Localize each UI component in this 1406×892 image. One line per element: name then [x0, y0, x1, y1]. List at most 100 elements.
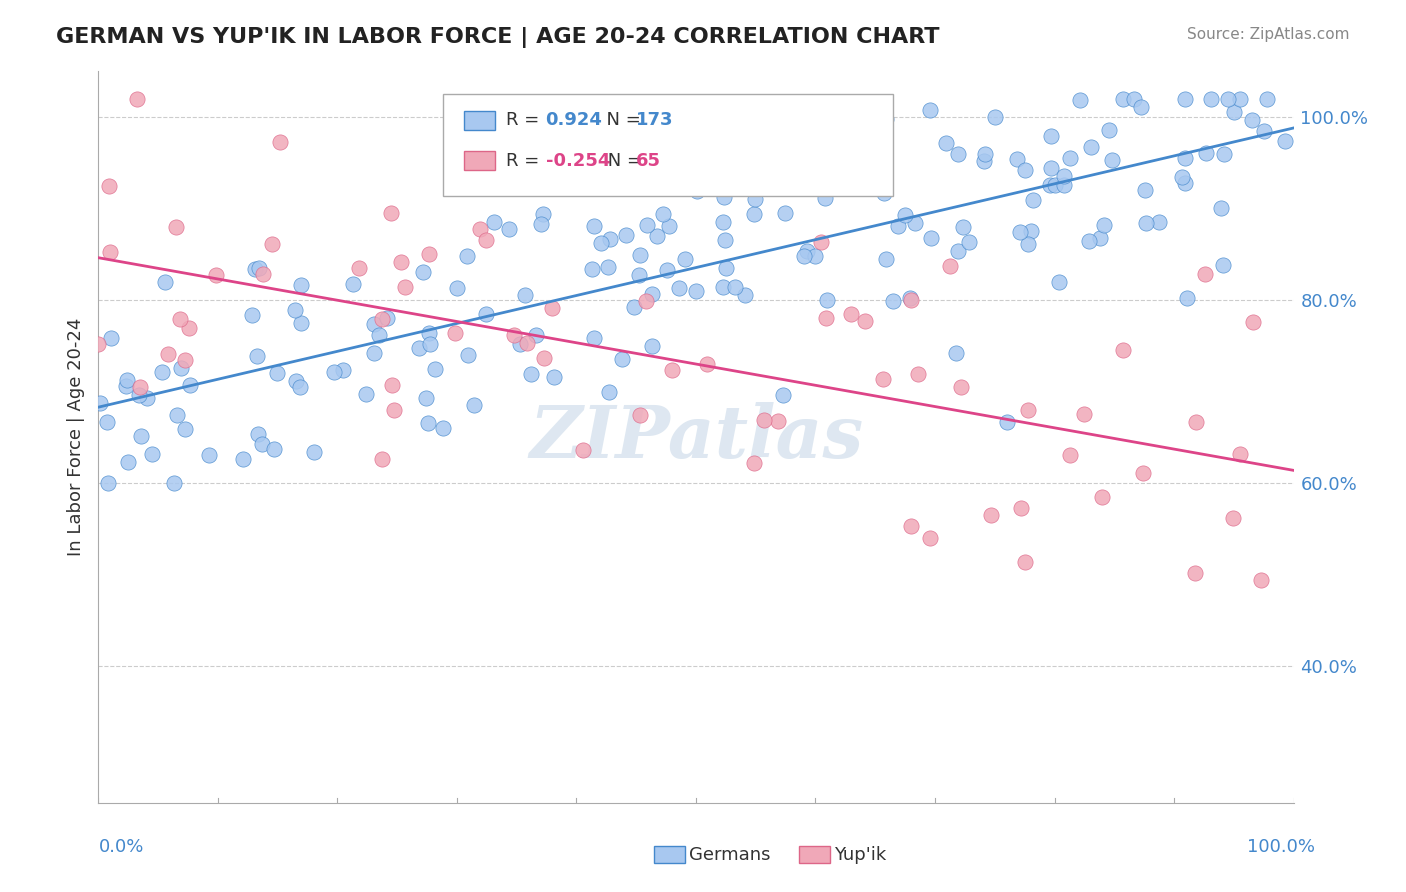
Point	[742, 207, 765, 221]
Point	[243, 261, 266, 276]
Point	[614, 228, 637, 243]
Point	[100, 331, 122, 345]
Point	[651, 207, 673, 221]
Point	[903, 216, 925, 230]
Point	[875, 252, 897, 266]
Point	[170, 360, 193, 375]
Point	[1253, 124, 1275, 138]
Point	[1039, 129, 1062, 144]
Point	[408, 341, 430, 355]
Point	[1039, 161, 1062, 175]
Point	[115, 379, 138, 393]
Point	[524, 328, 547, 343]
Point	[382, 402, 405, 417]
Point	[354, 387, 377, 401]
Text: 0.0%: 0.0%	[98, 838, 143, 855]
Point	[1175, 291, 1198, 305]
Point	[1101, 153, 1123, 167]
Point	[696, 357, 718, 371]
Point	[290, 316, 312, 330]
Point	[1133, 183, 1156, 197]
Point	[1014, 163, 1036, 178]
Point	[533, 351, 555, 366]
Point	[444, 326, 467, 340]
Text: 100.0%: 100.0%	[1247, 838, 1315, 855]
Point	[157, 347, 180, 361]
Point	[247, 260, 270, 275]
Point	[129, 429, 152, 443]
Point	[734, 288, 756, 302]
Text: Germans: Germans	[689, 846, 770, 863]
Point	[599, 232, 621, 246]
Point	[177, 321, 200, 335]
Point	[592, 128, 614, 143]
Point	[1229, 92, 1251, 106]
Point	[950, 380, 973, 394]
Point	[686, 184, 709, 198]
Point	[1174, 151, 1197, 165]
Point	[673, 252, 696, 267]
Point	[647, 228, 669, 243]
Point	[463, 398, 485, 412]
Point	[814, 191, 837, 205]
Point	[498, 222, 520, 236]
Point	[768, 414, 790, 428]
Point	[1222, 510, 1244, 524]
Y-axis label: In Labor Force | Age 20-24: In Labor Force | Age 20-24	[66, 318, 84, 557]
Point	[456, 249, 478, 263]
Point	[1022, 193, 1045, 207]
Point	[668, 281, 690, 295]
Point	[129, 380, 152, 394]
Point	[418, 416, 440, 430]
Point	[174, 353, 197, 368]
Point	[1091, 490, 1114, 504]
Point	[252, 267, 274, 281]
Point	[136, 391, 159, 405]
Point	[1017, 237, 1039, 252]
Point	[533, 206, 555, 220]
Point	[875, 112, 897, 127]
Point	[371, 451, 394, 466]
Point	[173, 422, 195, 436]
Point	[1132, 466, 1154, 480]
Point	[1088, 230, 1111, 244]
Point	[1092, 219, 1115, 233]
Point	[197, 448, 219, 462]
Point	[284, 302, 307, 317]
Point	[634, 294, 657, 309]
Point	[394, 280, 416, 294]
Point	[900, 519, 922, 533]
Point	[636, 218, 658, 232]
Point	[250, 437, 273, 451]
Point	[516, 335, 538, 350]
Point	[380, 206, 402, 220]
Point	[246, 427, 269, 442]
Point	[583, 219, 606, 233]
Point	[1209, 202, 1232, 216]
Point	[724, 280, 747, 294]
Point	[1135, 216, 1157, 230]
Point	[368, 328, 391, 343]
Point	[1194, 267, 1216, 281]
Point	[872, 372, 894, 386]
Point	[845, 178, 868, 193]
Point	[658, 219, 681, 233]
Point	[583, 331, 606, 345]
Point	[957, 235, 980, 249]
Point	[887, 219, 910, 233]
Point	[581, 262, 603, 277]
Point	[900, 293, 922, 307]
Point	[87, 337, 110, 351]
Point	[1223, 105, 1246, 120]
Point	[457, 348, 479, 362]
Point	[938, 260, 960, 274]
Point	[1112, 343, 1135, 358]
Text: R =: R =	[506, 112, 546, 129]
Point	[772, 387, 794, 401]
Point	[980, 508, 1002, 522]
Point	[882, 293, 904, 308]
Point	[1213, 147, 1236, 161]
Point	[894, 208, 917, 222]
Point	[246, 349, 269, 363]
Point	[166, 408, 188, 422]
